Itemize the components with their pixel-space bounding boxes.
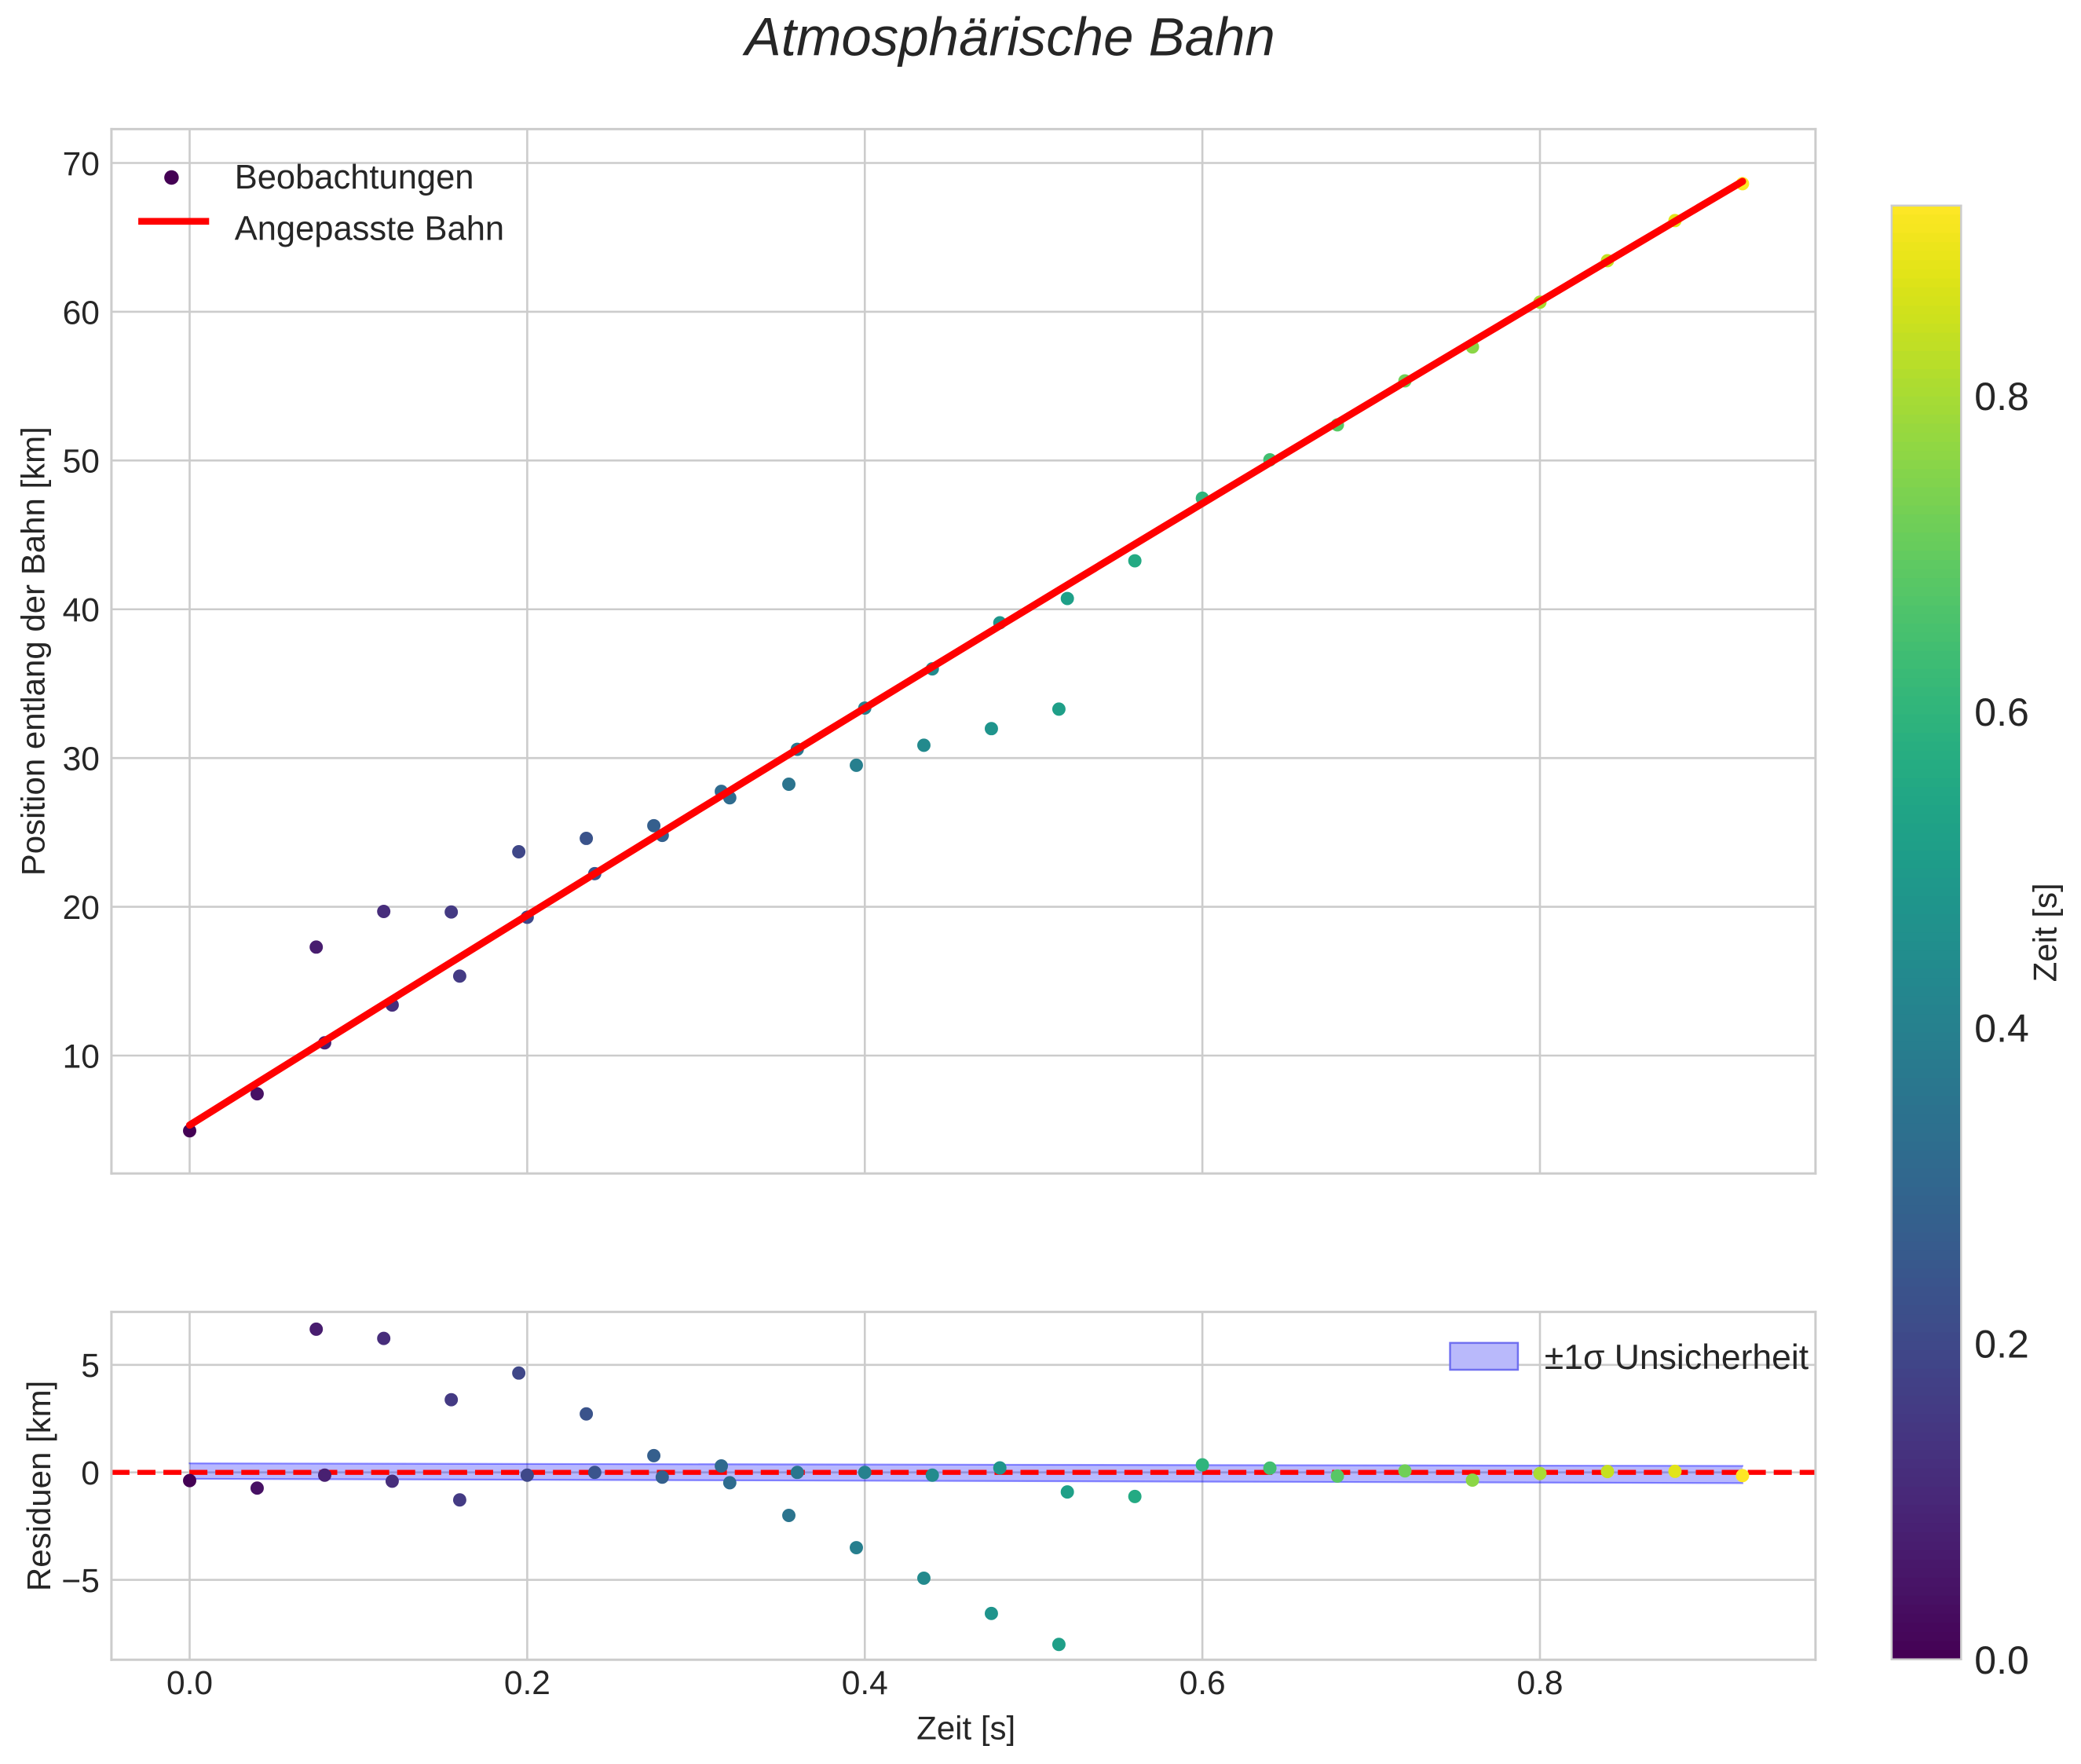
svg-text:0.6: 0.6 bbox=[1179, 1665, 1226, 1702]
svg-text:Position entlang der Bahn [km]: Position entlang der Bahn [km] bbox=[15, 426, 52, 876]
svg-text:0.8: 0.8 bbox=[1516, 1665, 1563, 1702]
svg-text:Angepasste Bahn: Angepasste Bahn bbox=[235, 210, 504, 248]
svg-text:40: 40 bbox=[63, 592, 100, 629]
svg-text:±1σ Unsicherheit: ±1σ Unsicherheit bbox=[1545, 1338, 1809, 1377]
svg-text:5: 5 bbox=[81, 1348, 100, 1385]
svg-text:70: 70 bbox=[63, 146, 100, 183]
svg-text:0.0: 0.0 bbox=[1974, 1638, 2029, 1682]
svg-text:20: 20 bbox=[63, 890, 100, 927]
svg-text:0.2: 0.2 bbox=[1974, 1323, 2029, 1367]
svg-text:0.4: 0.4 bbox=[1974, 1006, 2029, 1050]
svg-text:0.4: 0.4 bbox=[842, 1665, 888, 1702]
svg-text:30: 30 bbox=[63, 741, 100, 778]
svg-text:Zeit [s]: Zeit [s] bbox=[916, 1710, 1015, 1747]
svg-text:0.8: 0.8 bbox=[1974, 375, 2029, 419]
svg-text:0: 0 bbox=[81, 1455, 100, 1492]
svg-text:0.2: 0.2 bbox=[504, 1665, 550, 1702]
svg-text:0.6: 0.6 bbox=[1974, 690, 2029, 734]
svg-text:10: 10 bbox=[63, 1038, 100, 1075]
svg-text:Residuen [km]: Residuen [km] bbox=[20, 1381, 57, 1591]
svg-text:Atmosphärische Bahn: Atmosphärische Bahn bbox=[742, 6, 1275, 67]
svg-text:50: 50 bbox=[63, 444, 100, 481]
svg-text:Beobachtungen: Beobachtungen bbox=[235, 159, 474, 196]
svg-text:−5: −5 bbox=[61, 1563, 99, 1600]
svg-text:60: 60 bbox=[63, 295, 100, 331]
svg-text:Zeit [s]: Zeit [s] bbox=[2027, 883, 2064, 982]
svg-text:0.0: 0.0 bbox=[166, 1665, 213, 1702]
